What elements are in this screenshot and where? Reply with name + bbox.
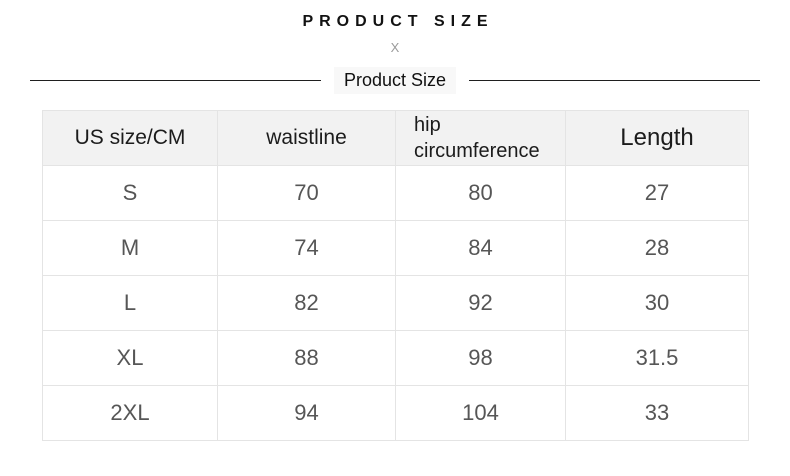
cell-waistline: 74 — [217, 220, 396, 276]
table-row-m: M 74 84 28 — [42, 220, 749, 276]
table-row-l: L 82 92 30 — [42, 275, 749, 331]
table-row-xl: XL 88 98 31.5 — [42, 330, 749, 386]
cell-length: 31.5 — [565, 330, 749, 386]
cell-waistline: 94 — [217, 385, 396, 441]
column-header-us-size-cm: US size/CM — [42, 110, 218, 166]
divider-line-right — [469, 79, 760, 81]
cell-size: L — [42, 275, 218, 331]
x-separator: X — [390, 40, 400, 55]
page-title: PRODUCT SIZE — [302, 13, 494, 30]
cell-waistline: 70 — [217, 165, 396, 221]
section-subtitle: Product Size — [333, 66, 457, 94]
cell-waistline: 82 — [217, 275, 396, 331]
cell-length: 33 — [565, 385, 749, 441]
cell-length: 28 — [565, 220, 749, 276]
cell-size: M — [42, 220, 218, 276]
table-row-2xl: 2XL 94 104 33 — [42, 385, 749, 441]
cell-length: 30 — [565, 275, 749, 331]
table-header-row: US size/CM waistline hip circumference L… — [42, 110, 749, 166]
divider-line-left — [30, 79, 321, 81]
column-header-waistline: waistline — [217, 110, 396, 166]
cell-hip: 104 — [395, 385, 566, 441]
cell-waistline: 88 — [217, 330, 396, 386]
cell-hip: 84 — [395, 220, 566, 276]
cell-size: XL — [42, 330, 218, 386]
cell-hip: 80 — [395, 165, 566, 221]
table-row-s: S 70 80 27 — [42, 165, 749, 221]
cell-hip: 92 — [395, 275, 566, 331]
section-divider: Product Size — [30, 66, 760, 94]
column-header-hip-circumference: hip circumference — [395, 110, 566, 166]
cell-length: 27 — [565, 165, 749, 221]
column-header-length: Length — [565, 110, 749, 166]
cell-size: 2XL — [42, 385, 218, 441]
cell-size: S — [42, 165, 218, 221]
size-table: US size/CM waistline hip circumference L… — [42, 110, 749, 441]
cell-hip: 98 — [395, 330, 566, 386]
